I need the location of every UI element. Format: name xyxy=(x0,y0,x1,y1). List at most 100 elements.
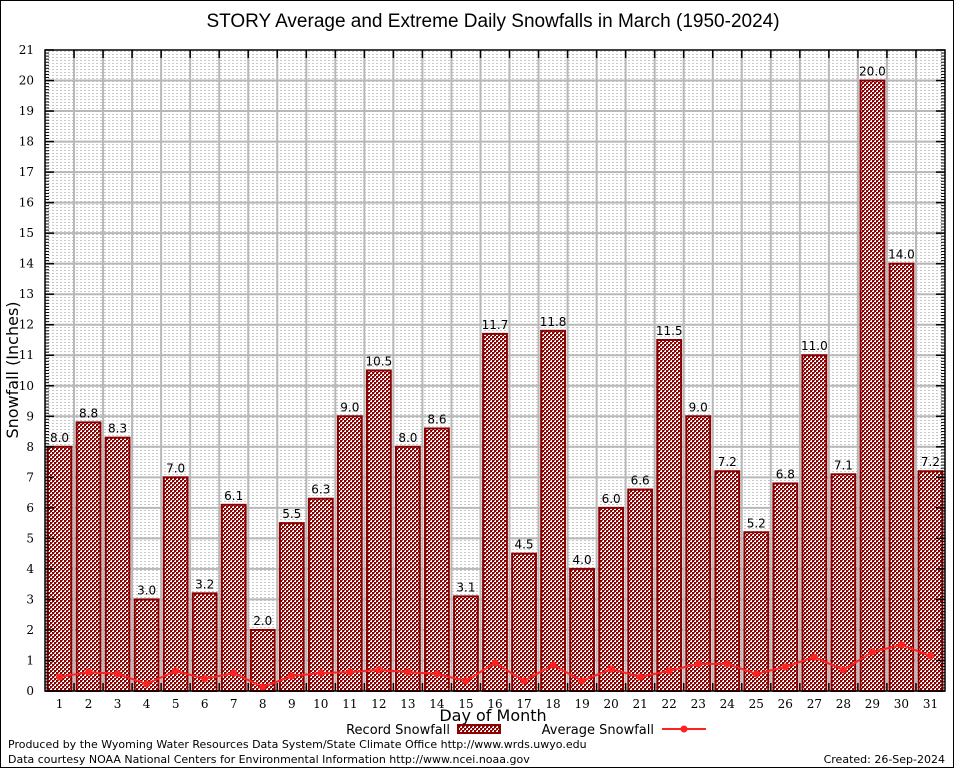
legend: Record Snowfall Average Snowfall xyxy=(346,723,706,738)
x-tick-label: 4 xyxy=(143,697,151,711)
record-bar xyxy=(511,552,537,693)
bar-value-label: 9.0 xyxy=(689,400,708,414)
credit-line-2: Data courtesy NOAA National Centers for … xyxy=(8,753,530,766)
record-bar xyxy=(220,503,247,692)
average-point xyxy=(578,677,586,685)
average-point xyxy=(810,653,818,661)
x-tick-label: 7 xyxy=(230,697,238,711)
x-tick-label: 3 xyxy=(114,697,122,711)
average-point xyxy=(85,668,93,676)
y-tick-label: 18 xyxy=(19,135,34,149)
bar-value-label: 6.3 xyxy=(311,483,330,497)
y-tick-label: 4 xyxy=(26,562,34,576)
bar-value-label: 11.0 xyxy=(801,339,828,353)
y-tick-label: 9 xyxy=(26,409,34,423)
axis-ticks xyxy=(45,49,945,692)
bar-value-label: 8.8 xyxy=(79,406,98,420)
y-tick-label: 19 xyxy=(19,104,34,118)
x-tick-label: 23 xyxy=(691,697,706,711)
record-bar xyxy=(830,473,857,692)
record-bar xyxy=(395,445,421,692)
x-tick-label: 26 xyxy=(778,697,793,711)
chart-title: STORY Average and Extreme Daily Snowfall… xyxy=(206,11,779,32)
x-tick-label: 18 xyxy=(545,697,560,711)
bar-value-label: 11.5 xyxy=(656,324,683,338)
x-tick-label: 24 xyxy=(720,697,736,711)
record-bar xyxy=(424,427,450,692)
average-point xyxy=(491,659,499,667)
bar-value-label: 3.0 xyxy=(137,583,156,597)
average-point xyxy=(317,669,325,677)
y-tick-label: 2 xyxy=(26,623,34,637)
y-tick-label: 10 xyxy=(19,379,34,393)
legend-marker-average xyxy=(680,725,688,733)
bar-value-label: 4.0 xyxy=(573,553,592,567)
x-tick-label: 10 xyxy=(313,697,328,711)
legend-swatch-record xyxy=(457,724,501,734)
average-point xyxy=(201,675,209,683)
x-tick-label: 21 xyxy=(633,697,648,711)
record-bar xyxy=(627,488,654,692)
y-tick-label: 7 xyxy=(26,470,34,484)
bar-value-label: 2.0 xyxy=(253,614,272,628)
bar-value-label: 11.7 xyxy=(482,318,509,332)
average-point xyxy=(520,677,528,685)
x-tick-label: 25 xyxy=(749,697,764,711)
bar-value-label: 4.5 xyxy=(514,538,533,552)
y-axis-label: Snowfall (Inches) xyxy=(3,301,22,438)
y-tick-label: 0 xyxy=(26,684,34,698)
bar-value-label: 8.3 xyxy=(108,422,127,436)
record-bar xyxy=(482,332,508,692)
x-tick-label: 19 xyxy=(574,697,589,711)
record-bar xyxy=(772,482,799,693)
bar-value-label: 3.2 xyxy=(195,577,214,591)
bar-value-label: 11.8 xyxy=(540,315,567,329)
average-point xyxy=(897,641,905,649)
x-tick-label: 8 xyxy=(259,697,267,711)
y-tick-label: 5 xyxy=(26,531,34,545)
bar-value-label: 5.2 xyxy=(747,516,766,530)
bar-value-label: 6.8 xyxy=(776,467,795,481)
x-tick-label: 20 xyxy=(603,697,618,711)
record-bar xyxy=(540,329,566,692)
record-bar xyxy=(801,354,828,692)
bar-value-label: 8.6 xyxy=(427,412,446,426)
x-tick-label: 31 xyxy=(923,697,938,711)
record-bar xyxy=(278,522,305,692)
bar-value-label: 9.0 xyxy=(340,400,359,414)
bar-value-label: 8.0 xyxy=(50,431,69,445)
record-bar xyxy=(336,415,363,692)
x-tick-label: 13 xyxy=(400,697,415,711)
record-bar xyxy=(598,506,625,692)
bar-value-label: 6.1 xyxy=(224,489,243,503)
legend-label-average: Average Snowfall xyxy=(542,723,654,738)
average-line xyxy=(56,641,934,691)
x-tick-label: 14 xyxy=(429,697,445,711)
y-tick-label: 15 xyxy=(19,226,34,240)
record-bar xyxy=(656,338,683,692)
bar-value-label: 3.1 xyxy=(456,580,475,594)
average-point xyxy=(259,683,267,691)
bar-value-labels: 8.0 8.8 8.3 3.0 7.0 3.2 6.1 2.0 5.5 6.3 9.0 10.5 8.0… xyxy=(50,65,940,628)
x-tick-label: 12 xyxy=(371,697,386,711)
x-tick-label: 22 xyxy=(662,697,677,711)
average-point xyxy=(694,660,702,668)
average-point xyxy=(375,666,383,674)
x-axis-label: Day of Month xyxy=(439,706,546,725)
bar-value-label: 6.6 xyxy=(631,474,650,488)
average-point xyxy=(172,667,180,675)
average-point xyxy=(781,663,789,671)
record-bar xyxy=(307,497,334,693)
x-tick-label: 5 xyxy=(172,697,180,711)
average-point xyxy=(462,677,470,685)
y-tick-label: 1 xyxy=(26,653,34,667)
average-point xyxy=(404,668,412,676)
x-tick-label: 1 xyxy=(56,697,64,711)
average-point xyxy=(752,670,760,678)
bar-value-label: 7.2 xyxy=(921,455,940,469)
average-point xyxy=(549,661,557,669)
average-point xyxy=(143,680,151,688)
average-point xyxy=(230,669,238,677)
